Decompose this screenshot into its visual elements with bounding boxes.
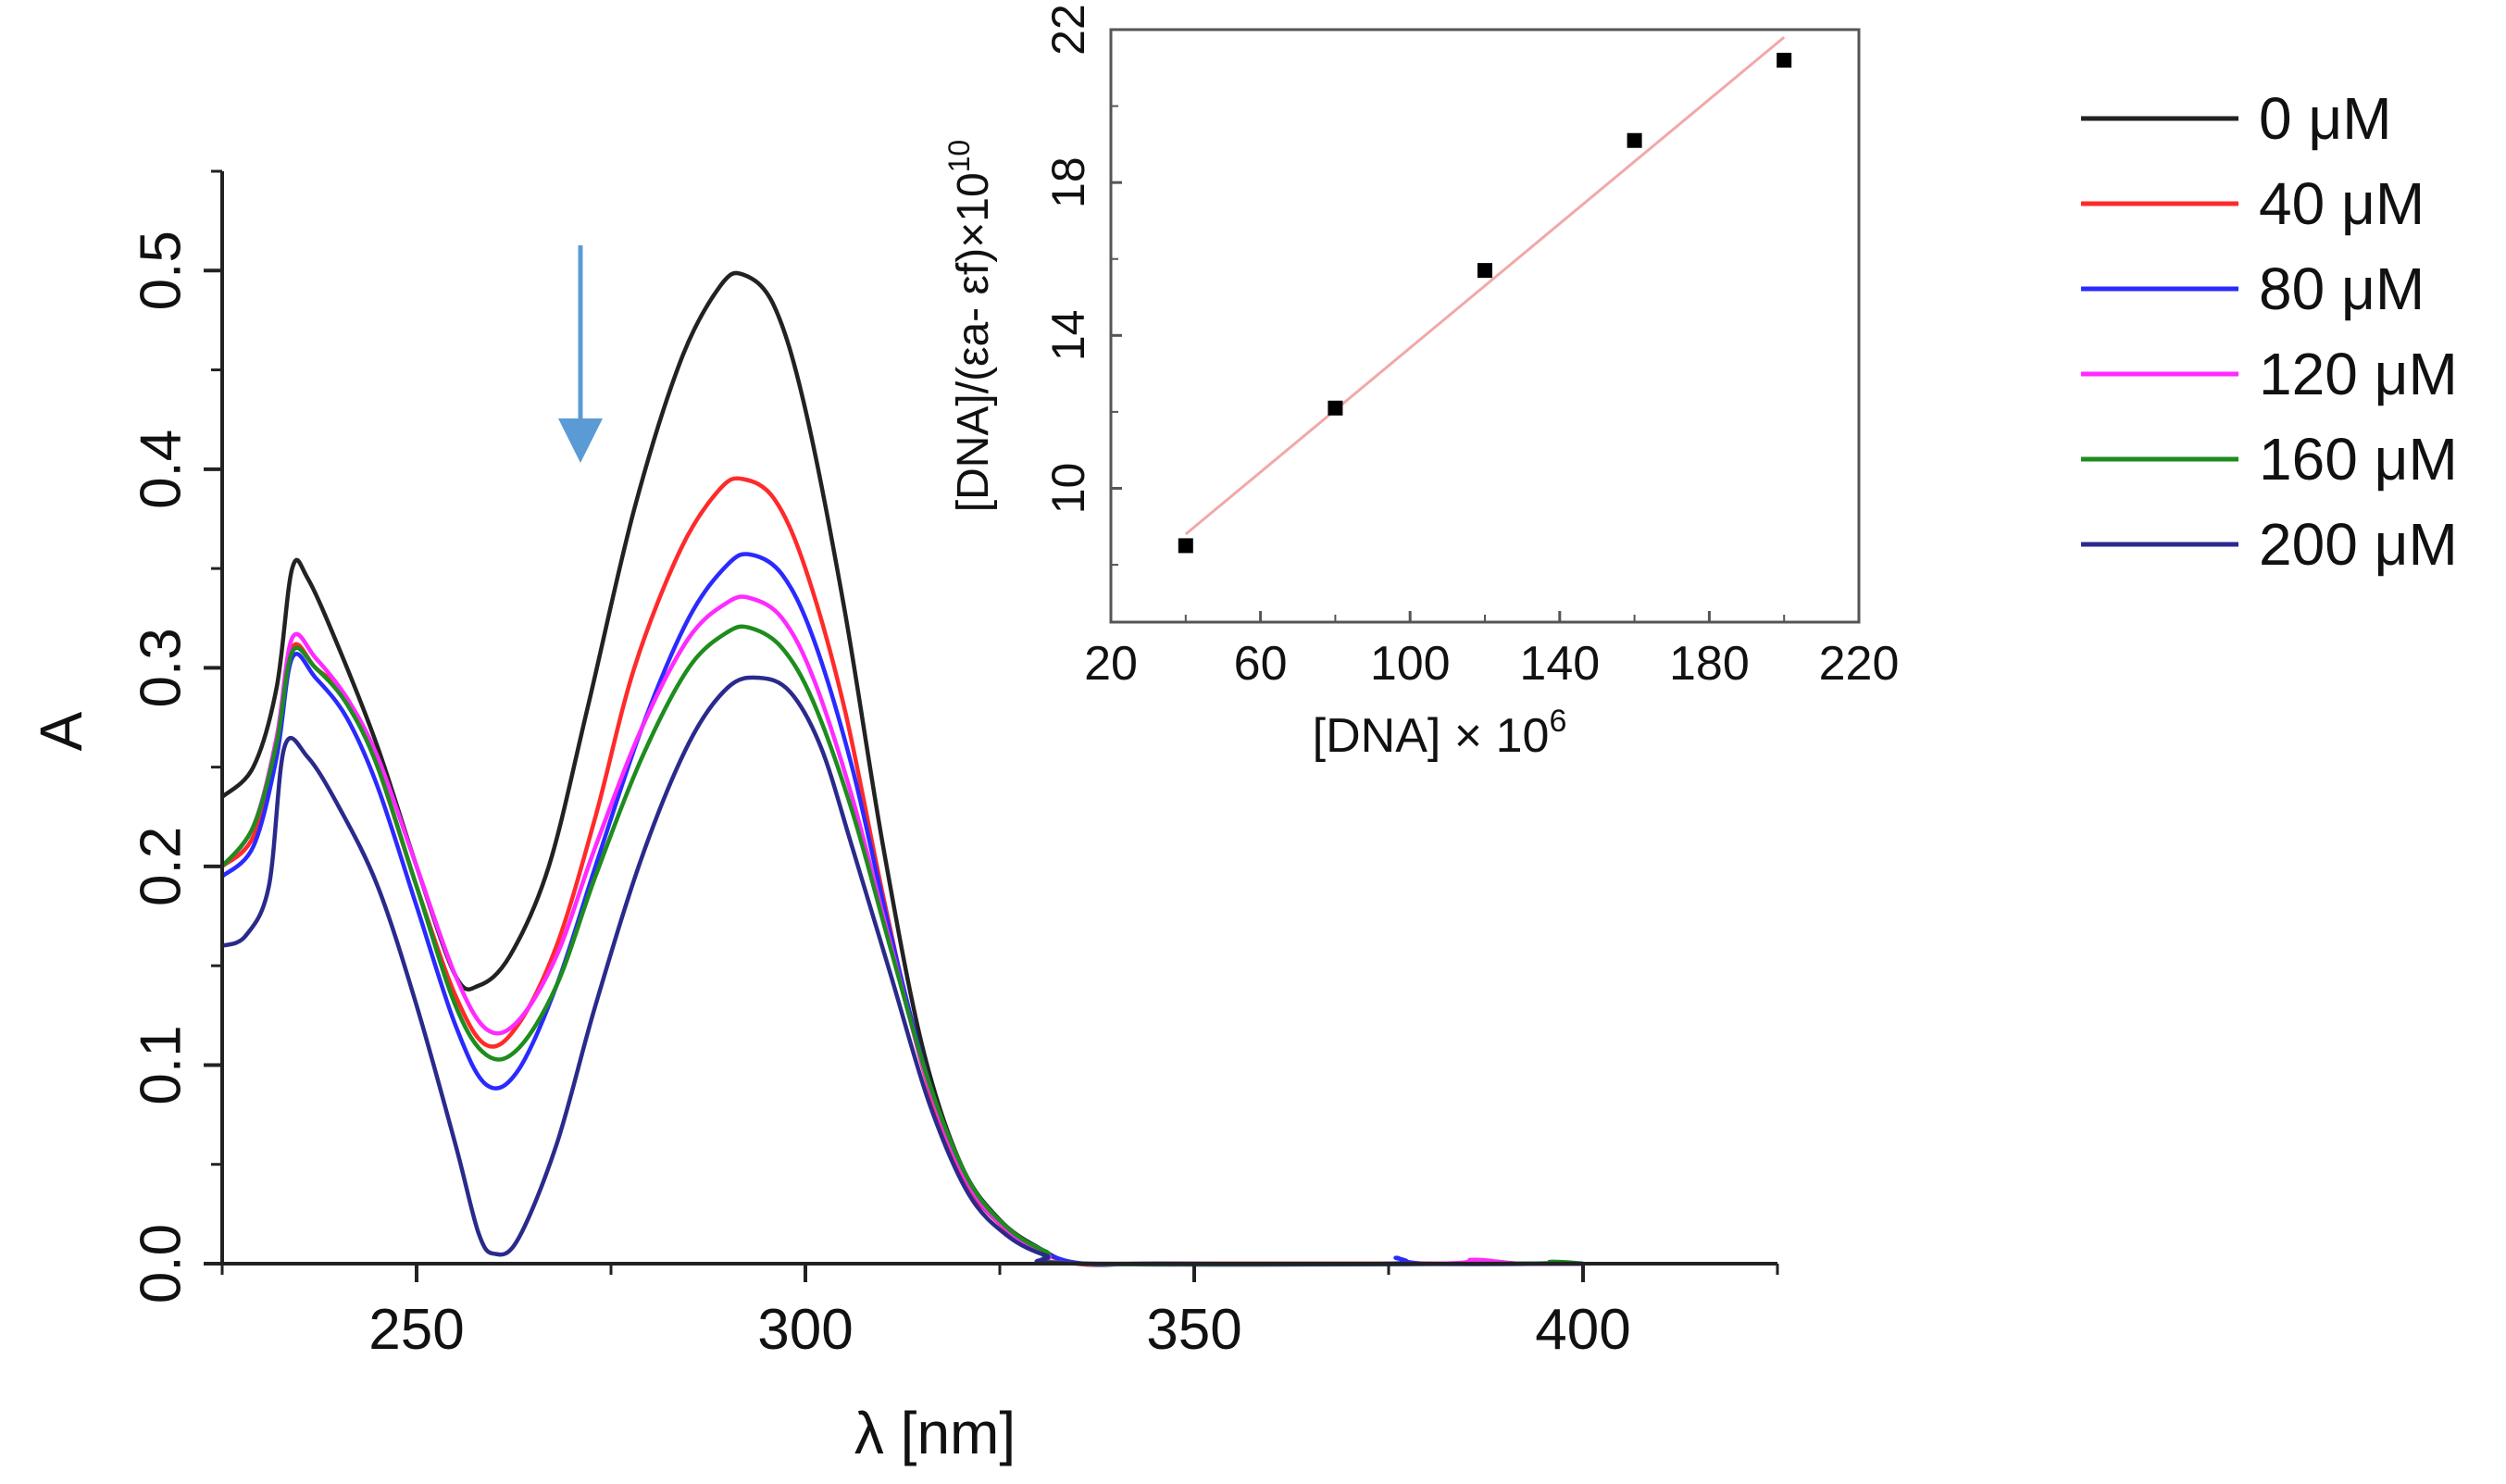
- inset-data-point: [1178, 538, 1193, 554]
- legend-label-3: 120 μM: [2259, 341, 2458, 407]
- inset-x-tick-label: 20: [1084, 637, 1138, 691]
- legend-label-4: 160 μM: [2259, 426, 2458, 493]
- main-y-tick-label: 0.4: [129, 430, 193, 509]
- series-line-5: [221, 675, 1584, 1266]
- inset-data-point: [1627, 132, 1642, 148]
- main-series-group: [220, 270, 1584, 1267]
- inset-data-point: [1777, 53, 1792, 69]
- main-x-tick-label: 350: [1146, 1298, 1241, 1362]
- inset-y-tick-label: 18: [1042, 156, 1094, 208]
- inset-fit-line: [1184, 36, 1786, 536]
- inset-y-tick-label: 14: [1042, 310, 1094, 362]
- inset-y-tick-label: 10: [1042, 463, 1094, 515]
- main-y-tick-label: 0.3: [129, 628, 193, 707]
- series-line-1: [220, 476, 1583, 1267]
- main-y-axis-title: A: [28, 711, 94, 751]
- legend-label-5: 200 μM: [2259, 511, 2458, 578]
- inset-data-point: [1328, 400, 1343, 416]
- inset-x-ticks: 20 60 100 140 180 220: [1084, 611, 1899, 691]
- inset-x-axis-title-base: [DNA] × 10: [1313, 709, 1550, 763]
- legend-label-0: 0 μM: [2259, 85, 2392, 152]
- inset-x-tick-label: 60: [1234, 637, 1288, 691]
- main-y-tick-label: 0.0: [129, 1224, 193, 1303]
- inset-x-tick-label: 180: [1669, 637, 1750, 691]
- inset-y-ticks: 10 14 18 22: [1042, 4, 1122, 567]
- legend: 0 μM 40 μM 80 μM 120 μM 160 μM 200 μM: [2081, 85, 2458, 578]
- legend-label-2: 80 μM: [2259, 256, 2425, 322]
- inset-y-tick-label: 22: [1042, 4, 1094, 56]
- series-line-0: [220, 270, 1583, 1267]
- inset-y-axis-title-base: [DNA]/(εa- εf)×10: [949, 172, 998, 512]
- inset-x-axis-title: [DNA] × 106: [1313, 704, 1567, 763]
- inset-x-tick-label: 140: [1519, 637, 1600, 691]
- inset-chart: 20 60 100 140 180 220 10 14 18 22 [DNA] × 106 [D…: [942, 4, 1899, 763]
- main-x-axis-title: λ [nm]: [854, 1400, 1016, 1466]
- inset-x-axis-title-exp: 6: [1549, 704, 1566, 739]
- main-x-tick-label: 400: [1535, 1298, 1630, 1362]
- main-y-ticks: 0.0 0.1 0.2 0.3 0.4 0.5: [129, 169, 222, 1303]
- inset-x-tick-label: 100: [1370, 637, 1451, 691]
- legend-label-1: 40 μM: [2259, 170, 2425, 237]
- main-chart: 250 300 350 400 0.0 0.1 0.2 0.3 0.4 0.5 λ [nm] A: [28, 169, 1779, 1466]
- inset-y-axis-title: [DNA]/(εa- εf)×1010: [942, 140, 998, 512]
- main-x-ticks: 250 300 350 400: [220, 1264, 1779, 1362]
- inset-points-group: [1178, 53, 1792, 554]
- decrease-arrow-icon: [558, 245, 603, 463]
- inset-x-tick-label: 220: [1819, 637, 1900, 691]
- main-x-tick-label: 300: [757, 1298, 853, 1362]
- main-y-tick-label: 0.5: [129, 231, 193, 310]
- inset-y-axis-title-exp: 10: [942, 140, 976, 173]
- inset-frame: [1109, 28, 1861, 624]
- main-x-tick-label: 250: [368, 1298, 464, 1362]
- main-y-tick-label: 0.1: [129, 1025, 193, 1104]
- main-y-tick-label: 0.2: [129, 827, 193, 906]
- inset-data-point: [1477, 263, 1492, 279]
